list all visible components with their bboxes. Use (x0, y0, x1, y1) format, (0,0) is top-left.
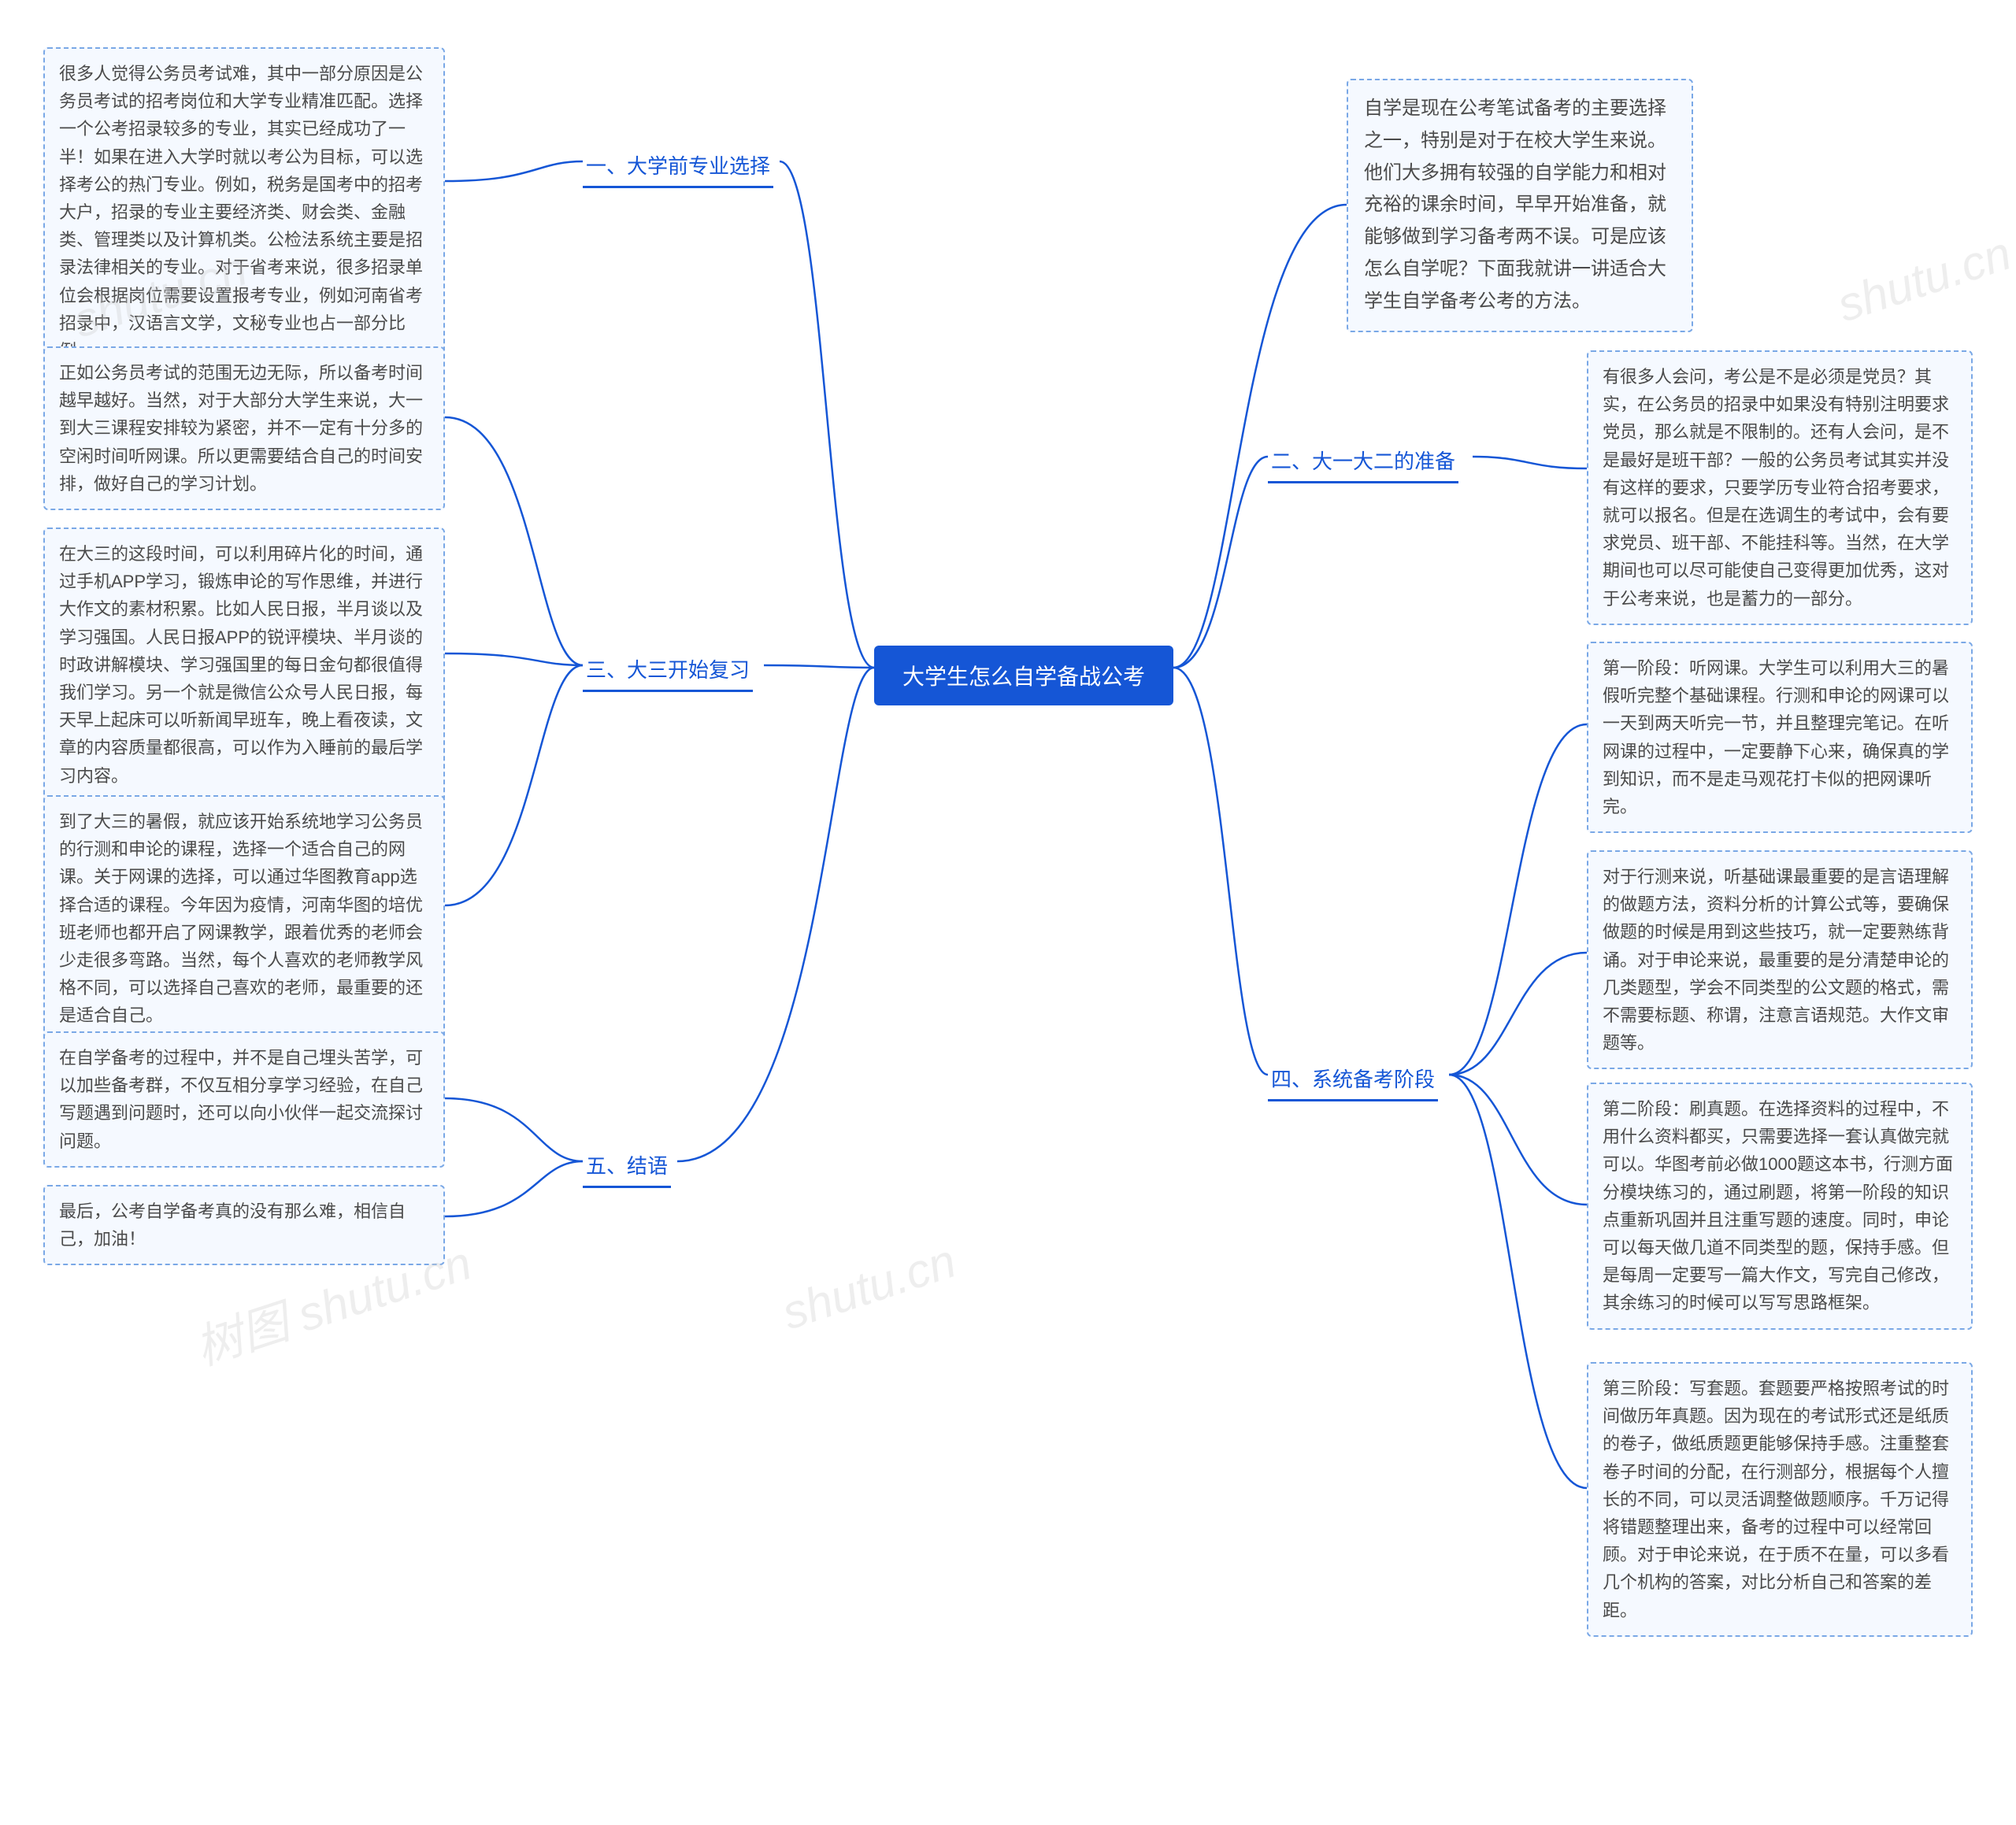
leaf-b3-2: 到了大三的暑假，就应该开始系统地学习公务员的行测和申论的课程，选择一个适合自己的… (43, 795, 445, 1042)
mindmap-canvas: 大学生怎么自学备战公考 自学是现在公考笔试备考的主要选择之一，特别是对于在校大学… (0, 0, 2016, 1825)
leaf-b4-1: 对于行测来说，听基础课最重要的是言语理解的做题方法，资料分析的计算公式等，要确保… (1587, 850, 1973, 1069)
leaf-b4-2: 第二阶段：刷真题。在选择资料的过程中，不用什么资料都买，只需要选择一套认真做完就… (1587, 1083, 1973, 1330)
leaf-b2-0: 有很多人会问，考公是不是必须是党员？其实，在公务员的招录中如果没有特别注明要求党… (1587, 350, 1973, 625)
branch-5: 五、结语 (583, 1146, 671, 1188)
watermark: shutu.cn (1831, 226, 2016, 333)
branch-3: 三、大三开始复习 (583, 650, 753, 692)
intro-leaf: 自学是现在公考笔试备考的主要选择之一，特别是对于在校大学生来说。他们大多拥有较强… (1347, 79, 1693, 332)
branch-1: 一、大学前专业选择 (583, 146, 773, 188)
leaf-b5-0: 在自学备考的过程中，并不是自己埋头苦学，可以加些备考群，不仅互相分享学习经验，在… (43, 1031, 445, 1168)
leaf-b3-1: 在大三的这段时间，可以利用碎片化的时间，通过手机APP学习，锻炼申论的写作思维，… (43, 528, 445, 802)
leaf-b4-0: 第一阶段：听网课。大学生可以利用大三的暑假听完整个基础课程。行测和申论的网课可以… (1587, 642, 1973, 833)
branch-4: 四、系统备考阶段 (1268, 1059, 1438, 1101)
watermark: shutu.cn (776, 1234, 962, 1341)
leaf-b3-0: 正如公务员考试的范围无边无际，所以备考时间越早越好。当然，对于大部分大学生来说，… (43, 346, 445, 510)
leaf-b4-3: 第三阶段：写套题。套题要严格按照考试的时间做历年真题。因为现在的考试形式还是纸质… (1587, 1362, 1973, 1637)
leaf-b5-1: 最后，公考自学备考真的没有那么难，相信自己，加油！ (43, 1185, 445, 1265)
branch-2: 二、大一大二的准备 (1268, 441, 1458, 483)
leaf-b1-0: 很多人觉得公务员考试难，其中一部分原因是公务员考试的招考岗位和大学专业精准匹配。… (43, 47, 445, 377)
center-node: 大学生怎么自学备战公考 (874, 646, 1173, 705)
